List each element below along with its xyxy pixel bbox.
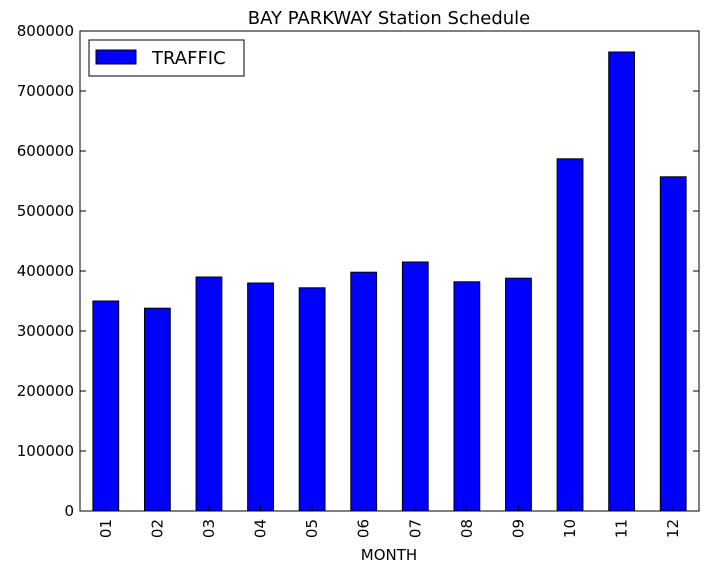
x-tick-label-09: 09 xyxy=(509,519,527,538)
y-tick-label-100000: 100000 xyxy=(17,442,74,460)
bar-10 xyxy=(556,158,584,512)
bar-05 xyxy=(298,287,326,512)
legend: TRAFFIC xyxy=(88,39,245,77)
bar-12 xyxy=(659,176,687,512)
y-tick-label-200000: 200000 xyxy=(17,382,74,400)
x-tick-label-01: 01 xyxy=(97,519,115,538)
x-tick-label-03: 03 xyxy=(200,519,218,538)
y-tick-label-500000: 500000 xyxy=(17,202,74,220)
x-tick-label-08: 08 xyxy=(458,519,476,538)
x-tick-label-12: 12 xyxy=(664,519,682,538)
x-axis-ticks: 01 02 03 04 05 06 07 08 09 10 11 12 xyxy=(97,505,682,538)
x-tick-label-10: 10 xyxy=(561,519,579,538)
y-tick-label-800000: 800000 xyxy=(17,22,74,40)
legend-label: TRAFFIC xyxy=(151,48,226,69)
legend-swatch xyxy=(95,49,137,65)
bar-06 xyxy=(350,271,378,512)
bar-03 xyxy=(195,276,223,512)
chart-title: BAY PARKWAY Station Schedule xyxy=(248,8,531,29)
x-tick-label-11: 11 xyxy=(613,519,631,538)
y-tick-label-700000: 700000 xyxy=(17,82,74,100)
bar-01 xyxy=(92,300,120,512)
x-tick-label-05: 05 xyxy=(303,519,321,538)
bar-08 xyxy=(453,281,481,512)
bar-11 xyxy=(608,51,636,512)
y-tick-label-600000: 600000 xyxy=(17,142,74,160)
y-tick-label-300000: 300000 xyxy=(17,322,74,340)
y-tick-label-400000: 400000 xyxy=(17,262,74,280)
x-tick-label-02: 02 xyxy=(148,519,166,538)
legend-box xyxy=(88,39,245,77)
x-tick-label-07: 07 xyxy=(406,519,424,538)
y-tick-label-0: 0 xyxy=(64,502,74,520)
x-tick-label-04: 04 xyxy=(252,519,270,538)
bar-07 xyxy=(401,261,429,512)
x-tick-label-06: 06 xyxy=(355,519,373,538)
plot-frame xyxy=(79,30,700,512)
bar-09 xyxy=(505,277,532,512)
x-axis-label: MONTH xyxy=(361,546,417,564)
bar-02 xyxy=(143,307,171,512)
bars-layer xyxy=(92,51,687,512)
y-axis-ticks: 0 100000 200000 300000 400000 500000 600000 700… xyxy=(17,22,699,520)
bar-04 xyxy=(247,282,274,512)
